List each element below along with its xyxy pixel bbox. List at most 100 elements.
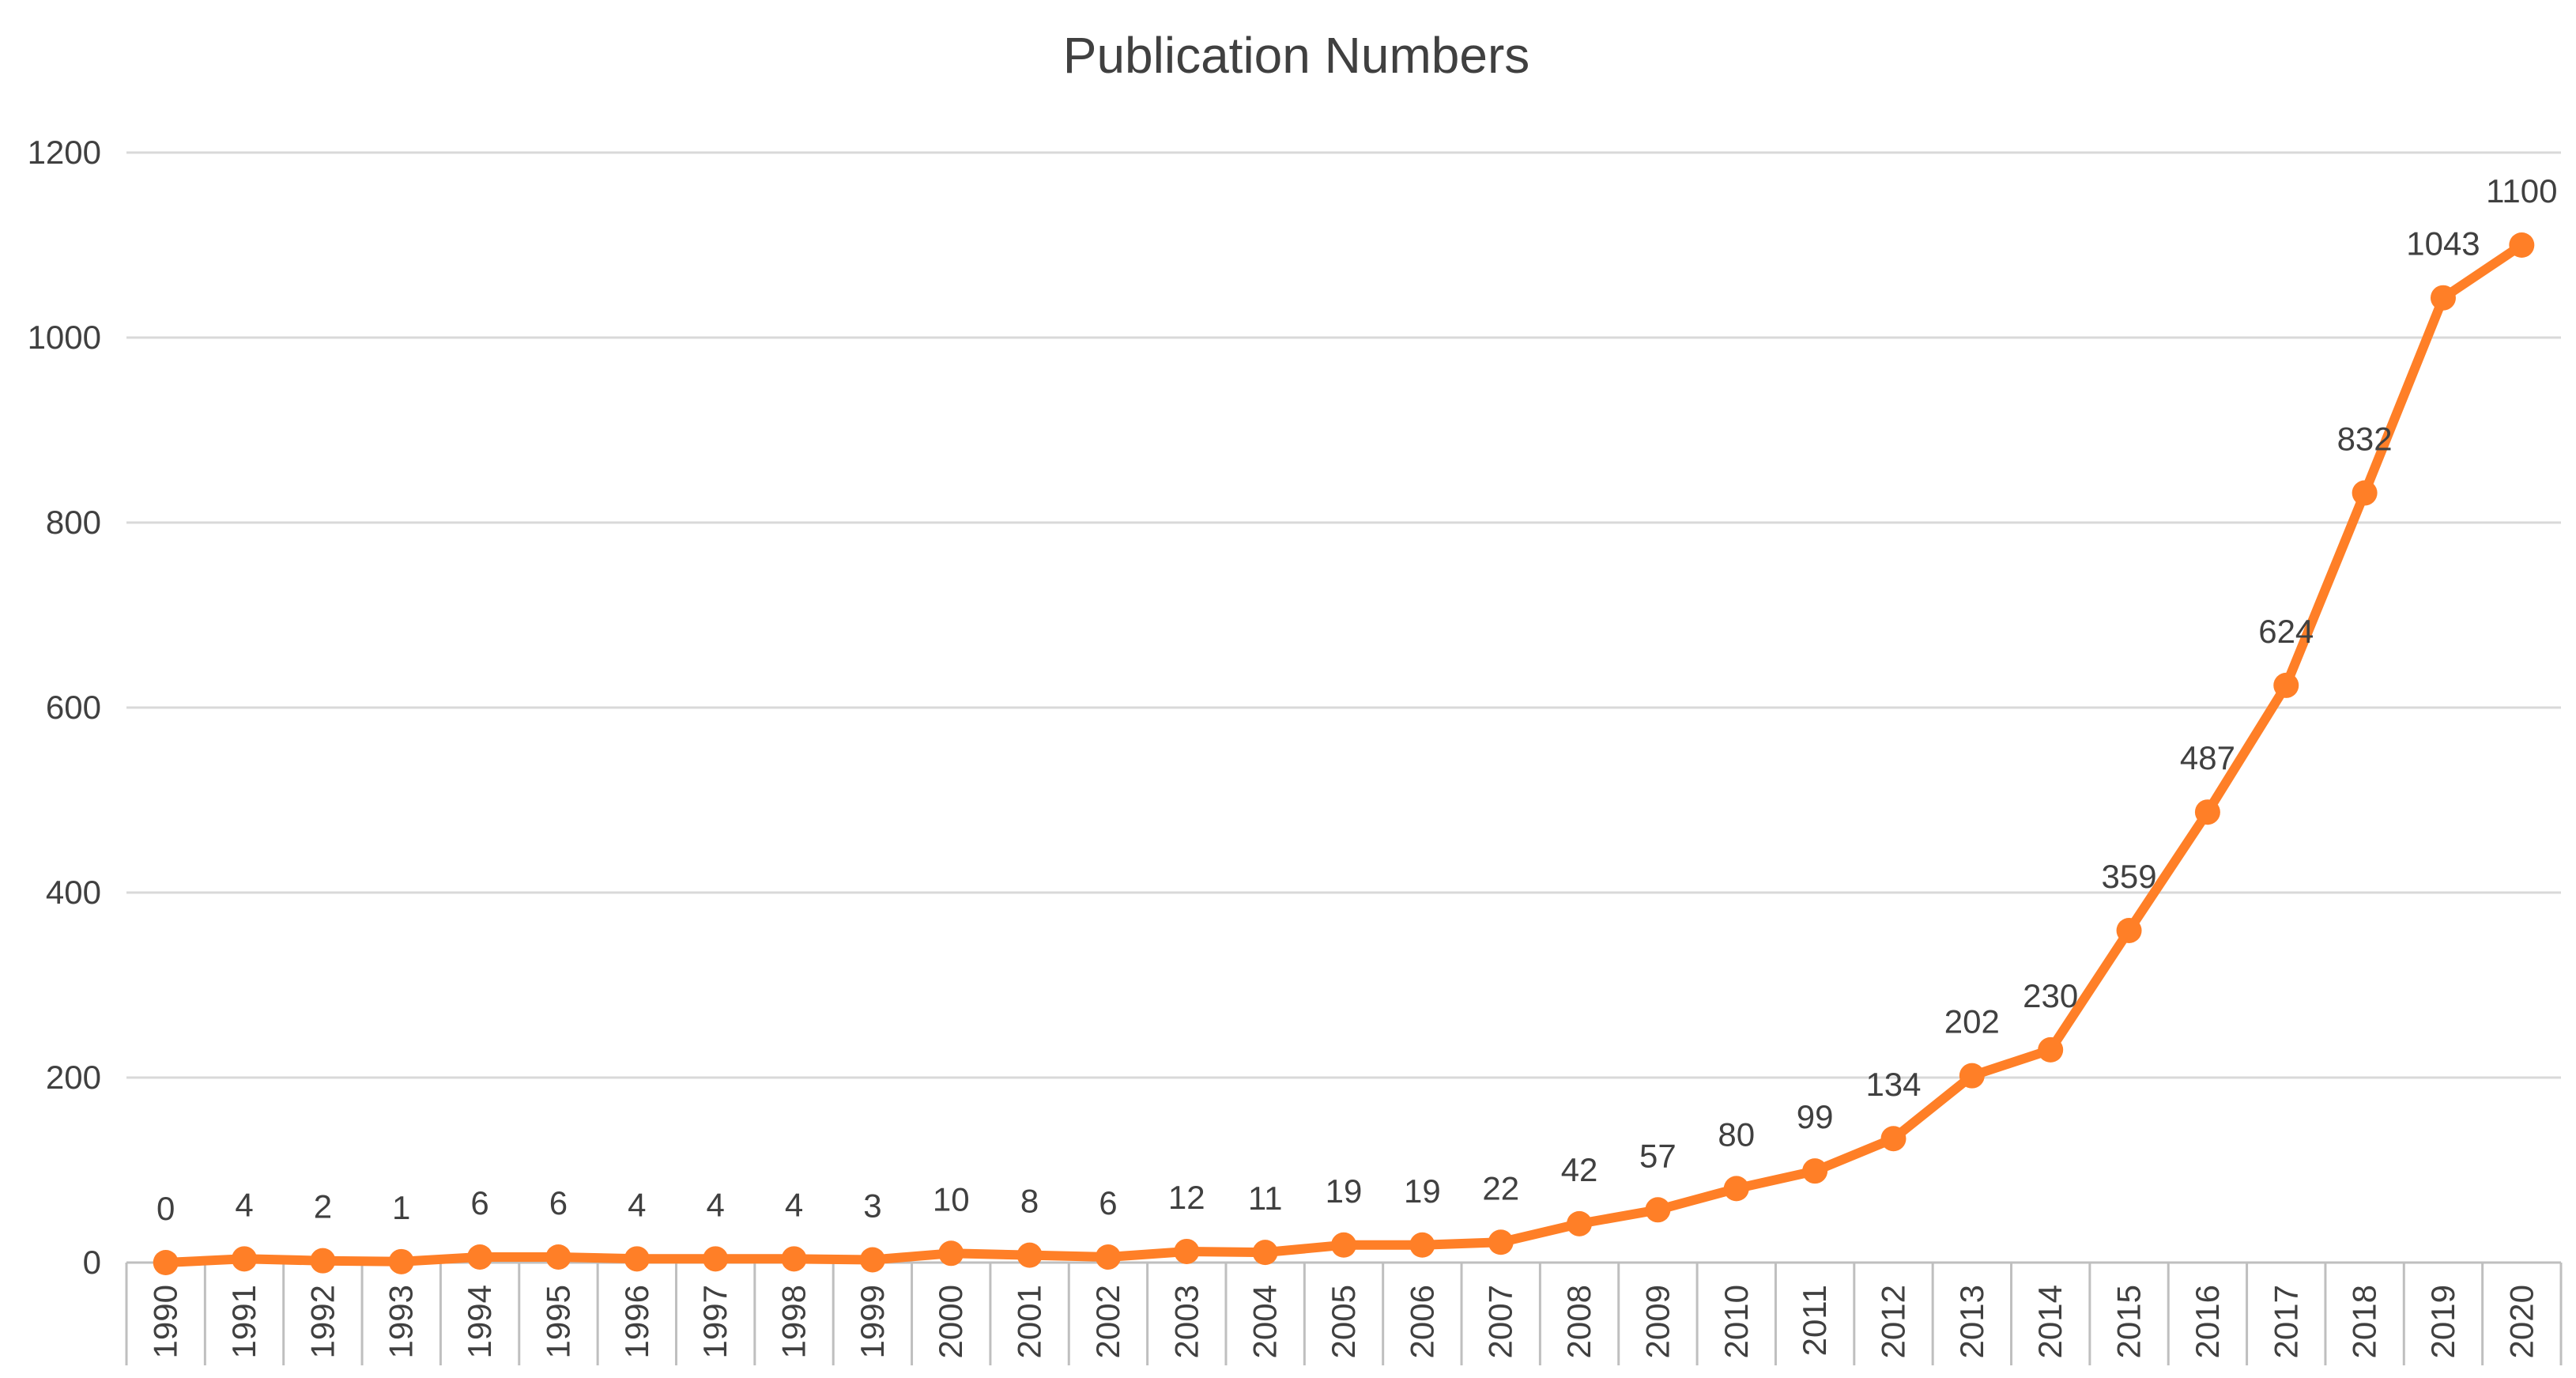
x-tick-label: 2008 bbox=[1560, 1285, 1597, 1358]
data-label: 6 bbox=[1099, 1184, 1117, 1221]
x-tick-label: 2019 bbox=[2424, 1285, 2461, 1358]
data-label: 0 bbox=[157, 1190, 175, 1227]
data-label: 99 bbox=[1797, 1098, 1834, 1135]
data-point bbox=[2430, 285, 2456, 311]
data-label: 6 bbox=[549, 1184, 568, 1221]
x-tick-label: 1996 bbox=[618, 1285, 655, 1358]
x-tick-label: 2012 bbox=[1874, 1285, 1911, 1358]
x-tick-label: 1997 bbox=[696, 1285, 734, 1358]
y-tick-label: 1200 bbox=[28, 134, 101, 171]
data-point bbox=[1252, 1240, 1278, 1266]
x-tick-label: 2007 bbox=[1482, 1285, 1519, 1358]
x-tick-label: 1995 bbox=[539, 1285, 576, 1358]
x-tick-label: 1999 bbox=[854, 1285, 891, 1358]
x-tick-label: 2009 bbox=[1639, 1285, 1676, 1358]
data-label: 134 bbox=[1865, 1066, 1921, 1103]
data-point bbox=[232, 1246, 258, 1272]
x-tick-label: 2014 bbox=[2031, 1285, 2069, 1358]
data-label: 22 bbox=[1482, 1169, 1519, 1206]
x-tick-label: 1994 bbox=[461, 1285, 498, 1358]
data-point bbox=[1959, 1063, 1985, 1089]
y-tick-label: 0 bbox=[83, 1244, 101, 1281]
data-label: 10 bbox=[933, 1180, 970, 1218]
data-point bbox=[1016, 1242, 1043, 1268]
data-label: 1100 bbox=[2486, 172, 2557, 210]
x-tick-label: 1991 bbox=[225, 1285, 262, 1358]
data-label: 3 bbox=[863, 1187, 881, 1224]
y-tick-label: 200 bbox=[46, 1059, 101, 1096]
data-point bbox=[2509, 232, 2535, 258]
series-polyline bbox=[160, 240, 2527, 1267]
data-label: 624 bbox=[2258, 613, 2314, 650]
data-point bbox=[781, 1246, 807, 1272]
series-line bbox=[160, 240, 2527, 1267]
data-point bbox=[2116, 917, 2142, 943]
y-tick-label: 800 bbox=[46, 504, 101, 541]
data-point bbox=[703, 1246, 729, 1272]
data-point bbox=[2273, 672, 2299, 698]
data-label: 19 bbox=[1404, 1172, 1441, 1210]
data-label: 19 bbox=[1326, 1172, 1363, 1210]
x-tick-label: 1998 bbox=[775, 1285, 813, 1358]
data-label: 202 bbox=[1944, 1003, 2000, 1040]
data-label: 8 bbox=[1020, 1183, 1039, 1220]
data-point bbox=[938, 1240, 964, 1267]
data-point bbox=[2194, 799, 2220, 825]
x-tick-label: 2011 bbox=[1796, 1285, 1833, 1356]
data-point bbox=[1095, 1244, 1121, 1270]
x-tick-label: 2001 bbox=[1011, 1285, 1048, 1358]
data-point bbox=[624, 1246, 650, 1272]
data-label: 57 bbox=[1639, 1137, 1676, 1174]
data-point bbox=[545, 1244, 571, 1270]
y-tick-label: 1000 bbox=[28, 319, 101, 356]
data-label: 1043 bbox=[2406, 225, 2480, 262]
x-tick-label: 2020 bbox=[2502, 1285, 2540, 1358]
data-label: 230 bbox=[2023, 977, 2078, 1014]
x-axis: 1990 1991 1992 1993 1994 1995 1996 1997 1998 1999… bbox=[125, 1261, 2563, 1365]
data-label: 4 bbox=[785, 1186, 803, 1223]
data-point bbox=[2352, 480, 2378, 506]
x-tick-label: 1992 bbox=[304, 1285, 341, 1358]
data-point bbox=[310, 1248, 336, 1274]
gridlines bbox=[126, 151, 2561, 1079]
data-point bbox=[1645, 1197, 1671, 1223]
series-points bbox=[153, 232, 2535, 1275]
x-tick-label: 2016 bbox=[2189, 1285, 2226, 1358]
x-tick-label: 2013 bbox=[1953, 1285, 1990, 1358]
y-tick-label: 600 bbox=[46, 689, 101, 726]
data-label: 42 bbox=[1561, 1151, 1598, 1188]
x-tick-label: 1993 bbox=[383, 1285, 420, 1358]
data-point bbox=[1802, 1158, 1828, 1184]
data-point bbox=[1567, 1210, 1593, 1236]
data-label: 4 bbox=[706, 1186, 724, 1223]
data-point bbox=[1880, 1126, 1907, 1152]
data-label: 487 bbox=[2180, 739, 2235, 776]
data-label: 832 bbox=[2337, 421, 2393, 458]
x-tick-label: 2010 bbox=[1718, 1285, 1755, 1358]
x-tick-label: 2015 bbox=[2110, 1285, 2148, 1358]
data-label: 4 bbox=[628, 1186, 646, 1223]
data-label: 2 bbox=[314, 1188, 332, 1225]
data-label: 4 bbox=[235, 1186, 253, 1223]
y-tick-label: 400 bbox=[46, 874, 101, 911]
x-tick-label: 2004 bbox=[1247, 1285, 1284, 1358]
data-point bbox=[1409, 1232, 1435, 1258]
data-label: 6 bbox=[470, 1184, 488, 1221]
data-label: 12 bbox=[1168, 1179, 1205, 1216]
data-point bbox=[467, 1244, 493, 1270]
data-point bbox=[2038, 1036, 2064, 1063]
data-label: 80 bbox=[1718, 1116, 1755, 1153]
x-tick-label: 2006 bbox=[1403, 1285, 1440, 1358]
data-label: 1 bbox=[392, 1189, 410, 1226]
data-label: 359 bbox=[2102, 858, 2157, 895]
data-point bbox=[1723, 1176, 1749, 1202]
x-tick-label: 2018 bbox=[2346, 1285, 2383, 1358]
chart-title: Publication Numbers bbox=[1063, 27, 1530, 84]
x-tick-label: 2003 bbox=[1167, 1285, 1205, 1358]
data-point bbox=[859, 1247, 885, 1273]
y-axis-ticks: 0 200 400 600 800 1000 1200 bbox=[28, 134, 101, 1281]
data-label: 11 bbox=[1248, 1180, 1283, 1217]
x-tick-label: 2005 bbox=[1325, 1285, 1362, 1358]
